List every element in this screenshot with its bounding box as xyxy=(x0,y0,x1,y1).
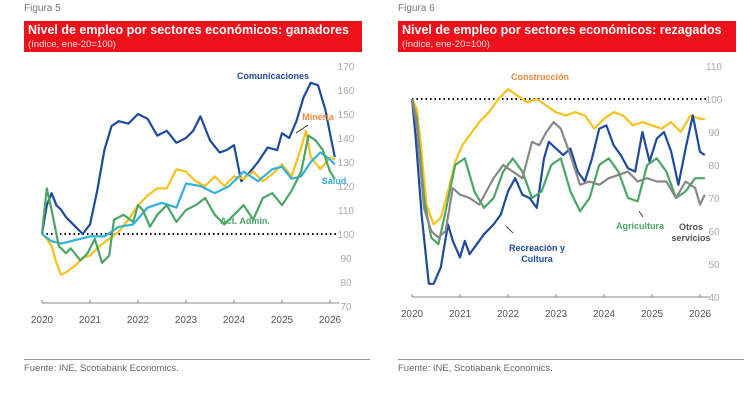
x-tick-label: 2025 xyxy=(641,309,664,320)
source-note: Fuente: INE, Scotiabank Economics. xyxy=(24,363,179,374)
series-label: Cultura xyxy=(521,254,553,264)
y-tick-label: 120 xyxy=(338,182,355,193)
x-tick-label: 2026 xyxy=(689,309,712,320)
y-tick-label: 70 xyxy=(340,302,352,313)
source-note: Fuente: INE, Scotiabank Economics. xyxy=(398,363,553,374)
series-label: Act. Admin. xyxy=(220,216,270,226)
x-tick-label: 2021 xyxy=(449,309,472,320)
title-banner: Nivel de empleo por sectores económicos:… xyxy=(398,21,736,52)
label-leader-line xyxy=(295,124,309,134)
chart-subtitle: (índice, ene-20=100) xyxy=(28,39,116,50)
chart-right-plot: 2020 2021 2022 2023 2024 2025 2026 40 50 60 70 80 90… xyxy=(401,62,723,320)
series-label: Minería xyxy=(302,112,335,122)
series-line-act-admin- xyxy=(40,134,336,264)
series-line-recreaci-n-y-cultura xyxy=(410,98,706,285)
chart-title: Nivel de empleo por sectores económicos:… xyxy=(402,23,722,37)
series-label: Salud xyxy=(322,176,347,186)
x-tick-label: 2024 xyxy=(223,315,246,326)
series-line-miner-a xyxy=(41,129,336,276)
x-tick-label: 2025 xyxy=(271,315,294,326)
figure-label: Figura 5 xyxy=(24,3,61,14)
label-leader-line xyxy=(638,210,644,218)
series-label: Recreación y xyxy=(509,243,565,253)
series-label: servicios xyxy=(671,233,710,243)
y-tick-label: 60 xyxy=(708,227,720,238)
y-tick-label: 160 xyxy=(338,86,355,97)
y-tick-label: 110 xyxy=(706,62,722,73)
x-tick-label: 2020 xyxy=(401,309,424,320)
series-label: Comunicaciones xyxy=(237,71,309,81)
series-line-agricultura xyxy=(410,98,705,246)
series-line-construcci-n xyxy=(411,87,705,226)
x-tick-label: 2023 xyxy=(175,315,198,326)
source-divider xyxy=(24,359,370,360)
x-tick-label: 2026 xyxy=(319,315,342,326)
y-tick-label: 80 xyxy=(708,161,720,172)
figure-6-panel: Figura 6 Nivel de empleo por sectores ec… xyxy=(382,0,744,413)
figure-5-panel: Figura 5 Nivel de empleo por sectores ec… xyxy=(8,0,370,413)
series-label: Construcción xyxy=(511,72,569,82)
chart-title: Nivel de empleo por sectores económicos:… xyxy=(28,23,349,37)
y-tick-label: 150 xyxy=(338,110,355,121)
series-line-comunicaciones xyxy=(40,81,336,236)
series-line-otros-servicios xyxy=(410,98,706,239)
y-tick-label: 90 xyxy=(340,254,352,265)
y-tick-label: 110 xyxy=(338,206,354,217)
y-tick-label: 40 xyxy=(708,293,720,304)
y-tick-label: 100 xyxy=(338,230,355,241)
x-tick-label: 2024 xyxy=(593,309,616,320)
x-tick-label: 2023 xyxy=(545,309,568,320)
title-banner: Nivel de empleo por sectores económicos:… xyxy=(24,21,362,52)
y-tick-label: 70 xyxy=(708,194,720,205)
y-tick-label: 90 xyxy=(708,128,720,139)
x-tick-label: 2021 xyxy=(79,315,102,326)
series-label: Otros xyxy=(679,222,703,232)
x-tick-label: 2020 xyxy=(31,315,54,326)
y-tick-label: 100 xyxy=(706,95,723,106)
y-tick-label: 50 xyxy=(708,260,720,271)
y-tick-label: 130 xyxy=(338,158,355,169)
figure-label: Figura 6 xyxy=(398,3,435,14)
y-tick-label: 80 xyxy=(340,278,352,289)
source-divider xyxy=(398,359,744,360)
y-tick-label: 170 xyxy=(338,62,355,73)
x-tick-label: 2022 xyxy=(127,315,150,326)
x-tick-label: 2022 xyxy=(497,309,520,320)
y-tick-label: 140 xyxy=(338,134,355,145)
label-leader-line xyxy=(505,225,514,234)
series-label: Agricultura xyxy=(616,221,665,231)
chart-left-plot: 2020 2021 2022 2023 2024 2025 2026 70 80 90 100 110… xyxy=(31,62,355,326)
chart-subtitle: (índice, ene-20=100) xyxy=(402,39,490,50)
